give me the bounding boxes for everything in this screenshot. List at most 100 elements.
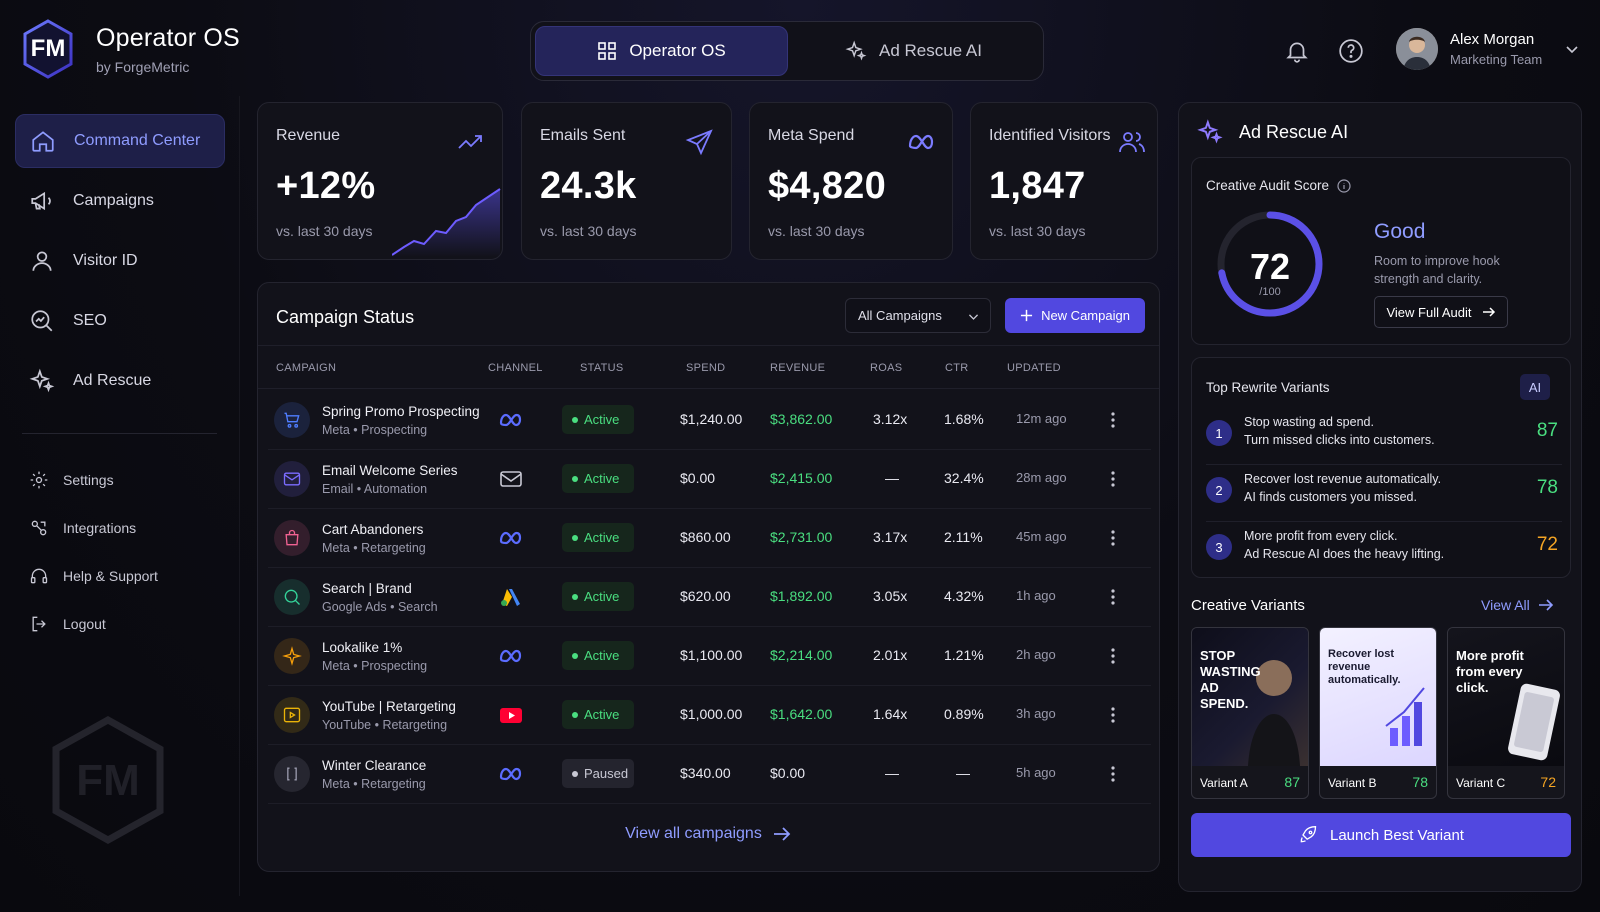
col-updated: UPDATED [1007,362,1061,374]
rank-badge: 2 [1206,477,1232,503]
sidebar-item-label: SEO [73,312,107,329]
arrow-right-icon [1482,307,1495,317]
campaign-name[interactable]: Email Welcome Series [322,463,458,478]
arrow-right-icon [773,827,791,841]
campaign-type-icon-wrap [274,756,310,792]
stat-card-revenue[interactable]: Revenue +12% vs. last 30 days [257,102,503,260]
more-options-icon[interactable] [1110,705,1116,725]
campaign-name[interactable]: Winter Clearance [322,758,427,773]
more-options-icon[interactable] [1110,646,1116,666]
sidebar-item-visitor-id[interactable]: Visitor ID [15,234,225,288]
status-badge: Active [562,405,634,434]
campaign-name[interactable]: YouTube | Retargeting [322,699,456,714]
brand[interactable]: FM Operator OS by ForgeMetric [22,18,240,80]
creative-variant-a[interactable]: STOP WASTING AD SPEND. Variant A 87 [1191,627,1309,799]
stat-label: Meta Spend [768,127,855,144]
select-value: All Campaigns [858,308,942,323]
rewrite-variant[interactable]: 2 Recover lost revenue automatically. AI… [1206,465,1562,522]
more-options-icon[interactable] [1110,587,1116,607]
campaign-name[interactable]: Spring Promo Prospecting [322,404,480,419]
table-row[interactable]: Search | Brand Google Ads • Search Active $… [268,567,1151,627]
search-chart-icon [31,310,53,332]
more-options-icon[interactable] [1110,410,1116,430]
more-options-icon[interactable] [1110,764,1116,784]
sidebar-item-settings[interactable]: Settings [15,456,225,504]
campaign-type-icon-wrap [274,638,310,674]
col-campaign: CAMPAIGN [276,362,337,374]
sparkle-icon [1197,119,1223,144]
campaign-meta: Meta • Prospecting [322,659,428,673]
channel-youtube-icon [498,703,524,727]
view-all-campaigns-link[interactable]: View all campaigns [258,825,1159,843]
stat-card-meta-spend[interactable]: Meta Spend $4,820 vs. last 30 days [749,102,953,260]
col-roas: ROAS [870,362,903,374]
table-row[interactable]: Cart Abandoners Meta • Retargeting Active $… [268,508,1151,568]
status-dot [572,534,578,541]
top-rewrite-variants-card: Top Rewrite Variants AI 1 Stop wasting a… [1191,357,1571,578]
table-row[interactable]: Lookalike 1% Meta • Prospecting Active $1,1… [268,626,1151,686]
rewrite-score: 78 [1536,477,1558,498]
col-status: STATUS [580,362,624,374]
launch-best-variant-button[interactable]: Launch Best Variant [1191,813,1571,857]
sidebar-item-seo[interactable]: SEO [15,294,225,348]
help-icon[interactable] [1338,38,1364,64]
rewrite-variant[interactable]: 3 More profit from every click. Ad Rescu… [1206,522,1562,579]
status-label: Active [584,707,620,722]
more-options-icon[interactable] [1110,528,1116,548]
arrow-right-icon [1538,599,1553,611]
campaign-meta: Meta • Prospecting [322,423,428,437]
campaign-name[interactable]: Lookalike 1% [322,640,403,655]
cell-ctr: — [956,765,970,781]
channel-meta-icon [498,762,524,786]
creative-variant-b[interactable]: Recover lost revenue automatically. Vari… [1319,627,1437,799]
sidebar-item-help[interactable]: Help & Support [15,552,225,600]
sidebar-item-command-center[interactable]: Command Center [15,114,225,168]
more-options-icon[interactable] [1110,469,1116,489]
stat-card-visitors[interactable]: Identified Visitors 1,847 vs. last 30 da… [970,102,1158,260]
sidebar-item-integrations[interactable]: Integrations [15,504,225,552]
tab-ad-rescue-ai[interactable]: Ad Rescue AI [788,26,1039,76]
status-dot [572,416,578,423]
user-menu[interactable]: Alex Morgan Marketing Team [1396,28,1580,70]
table-row[interactable]: Spring Promo Prospecting Meta • Prospecti… [268,390,1151,450]
channel-email-icon [498,467,524,491]
rewrite-variant[interactable]: 1 Stop wasting ad spend. Turn missed cli… [1206,408,1562,465]
cell-roas: — [885,470,899,486]
bell-icon[interactable] [1284,38,1310,64]
table-row[interactable]: YouTube | Retargeting YouTube • Retargeti… [268,685,1151,745]
campaign-name[interactable]: Cart Abandoners [322,522,424,537]
cell-revenue: $1,892.00 [770,588,833,604]
campaign-filter-select[interactable]: All Campaigns [845,298,991,333]
campaign-meta: Meta • Retargeting [322,541,426,555]
star-icon [282,646,302,666]
campaign-name[interactable]: Search | Brand [322,581,412,596]
status-badge: Active [562,641,634,670]
audit-score-denominator: /100 [1259,286,1281,298]
tab-operator-os[interactable]: Operator OS [535,26,788,76]
new-campaign-button[interactable]: New Campaign [1005,298,1145,333]
sidebar-item-campaigns[interactable]: Campaigns [15,174,225,228]
creative-variant-c[interactable]: More profit from every click. Variant C … [1447,627,1565,799]
view-all-variants-link[interactable]: View All [1481,597,1554,613]
sidebar-item-label: Logout [63,616,106,632]
stat-card-emails[interactable]: Emails Sent 24.3k vs. last 30 days [521,102,732,260]
channel-meta-icon [498,526,524,550]
sidebar-item-label: Ad Rescue [73,372,152,389]
status-badge: Paused [562,759,634,788]
table-row[interactable]: Winter Clearance Meta • Retargeting Paused… [268,744,1151,804]
stat-value: +12% [276,165,376,207]
variant-thumbnail: Recover lost revenue automatically. [1320,628,1436,766]
panel-title: Campaign Status [276,307,415,327]
campaign-type-icon-wrap [274,697,310,733]
cell-revenue: $1,642.00 [770,706,833,722]
sidebar-item-ad-rescue[interactable]: Ad Rescue [15,354,225,408]
sidebar-item-logout[interactable]: Logout [15,600,225,648]
table-row[interactable]: Email Welcome Series Email • Automation Ac… [268,449,1151,509]
info-icon[interactable] [1337,178,1351,193]
logout-icon [32,616,46,632]
cell-revenue: $2,731.00 [770,529,833,545]
status-dot [572,652,578,659]
view-full-audit-button[interactable]: View Full Audit [1374,296,1508,328]
sparkle-icon [29,368,55,393]
